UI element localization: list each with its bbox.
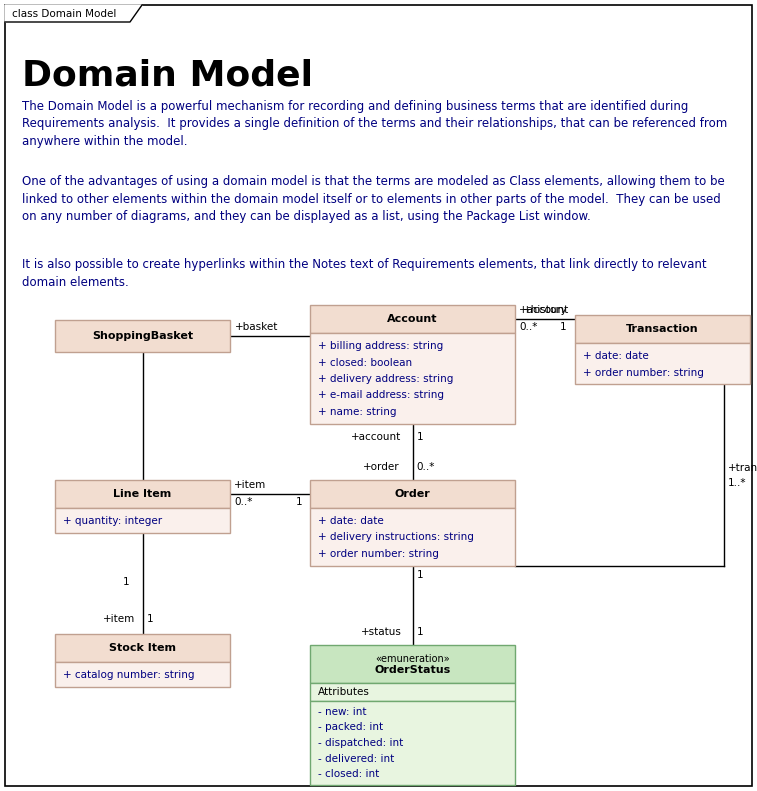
- FancyBboxPatch shape: [310, 701, 515, 785]
- Text: + billing address: string: + billing address: string: [318, 341, 444, 351]
- FancyBboxPatch shape: [55, 634, 230, 662]
- Text: +order: +order: [363, 462, 399, 472]
- Text: 0..*: 0..*: [519, 322, 537, 332]
- Polygon shape: [5, 5, 142, 22]
- Text: + name: string: + name: string: [318, 407, 397, 417]
- Text: - new: int: - new: int: [318, 707, 366, 717]
- FancyBboxPatch shape: [310, 645, 515, 683]
- Text: ShoppingBasket: ShoppingBasket: [92, 331, 193, 341]
- Text: 0..*: 0..*: [416, 462, 435, 472]
- Text: + catalog number: string: + catalog number: string: [63, 670, 195, 680]
- FancyBboxPatch shape: [5, 5, 752, 786]
- FancyBboxPatch shape: [55, 662, 230, 687]
- Text: 1: 1: [416, 432, 423, 441]
- FancyBboxPatch shape: [575, 315, 750, 343]
- Text: Transaction: Transaction: [626, 324, 699, 334]
- Text: + closed: boolean: + closed: boolean: [318, 358, 412, 368]
- Text: 1: 1: [147, 614, 153, 624]
- FancyBboxPatch shape: [310, 305, 515, 333]
- Text: «emuneration»: «emuneration»: [375, 654, 450, 664]
- Text: - dispatched: int: - dispatched: int: [318, 738, 403, 748]
- Text: OrderStatus: OrderStatus: [375, 665, 450, 675]
- Text: - closed: int: - closed: int: [318, 769, 379, 779]
- Text: The Domain Model is a powerful mechanism for recording and defining business ter: The Domain Model is a powerful mechanism…: [22, 100, 727, 148]
- Text: +account: +account: [519, 305, 569, 315]
- Text: +history: +history: [523, 305, 568, 315]
- FancyBboxPatch shape: [310, 508, 515, 566]
- Text: +status: +status: [360, 627, 401, 637]
- Text: + quantity: integer: + quantity: integer: [63, 516, 162, 526]
- FancyBboxPatch shape: [55, 320, 230, 352]
- Text: - packed: int: - packed: int: [318, 722, 383, 732]
- FancyBboxPatch shape: [310, 683, 515, 701]
- Text: Stock Item: Stock Item: [109, 643, 176, 653]
- Text: 0..*: 0..*: [234, 497, 252, 507]
- Text: + date: date: + date: date: [318, 516, 384, 526]
- Text: + order number: string: + order number: string: [318, 549, 439, 559]
- Text: class Domain Model: class Domain Model: [12, 9, 117, 19]
- FancyBboxPatch shape: [575, 343, 750, 384]
- Text: Order: Order: [394, 489, 431, 499]
- Text: + delivery instructions: string: + delivery instructions: string: [318, 532, 474, 543]
- Text: +trans: +trans: [727, 463, 757, 473]
- Text: One of the advantages of using a domain model is that the terms are modeled as C: One of the advantages of using a domain …: [22, 175, 724, 223]
- Text: It is also possible to create hyperlinks within the Notes text of Requirements e: It is also possible to create hyperlinks…: [22, 258, 706, 289]
- Text: + date: date: + date: date: [583, 351, 649, 361]
- Text: - delivered: int: - delivered: int: [318, 754, 394, 763]
- FancyBboxPatch shape: [310, 480, 515, 508]
- Text: Account: Account: [388, 314, 438, 324]
- Text: +item: +item: [102, 614, 135, 624]
- Text: 1: 1: [416, 627, 423, 637]
- Text: Attributes: Attributes: [318, 687, 370, 697]
- Text: Line Item: Line Item: [114, 489, 172, 499]
- FancyBboxPatch shape: [55, 480, 230, 508]
- Text: +item: +item: [234, 480, 266, 490]
- Text: + delivery address: string: + delivery address: string: [318, 374, 453, 384]
- Text: 1: 1: [416, 570, 423, 581]
- Text: +account: +account: [350, 432, 400, 441]
- FancyBboxPatch shape: [310, 333, 515, 423]
- Text: 1: 1: [560, 322, 567, 332]
- Text: + order number: string: + order number: string: [583, 368, 704, 377]
- FancyBboxPatch shape: [55, 508, 230, 532]
- Text: 1: 1: [296, 497, 303, 507]
- Text: Domain Model: Domain Model: [22, 58, 313, 92]
- Text: + e-mail address: string: + e-mail address: string: [318, 391, 444, 400]
- Text: +basket: +basket: [235, 322, 279, 332]
- Text: 1: 1: [123, 577, 129, 587]
- Text: 1..*: 1..*: [727, 478, 746, 488]
